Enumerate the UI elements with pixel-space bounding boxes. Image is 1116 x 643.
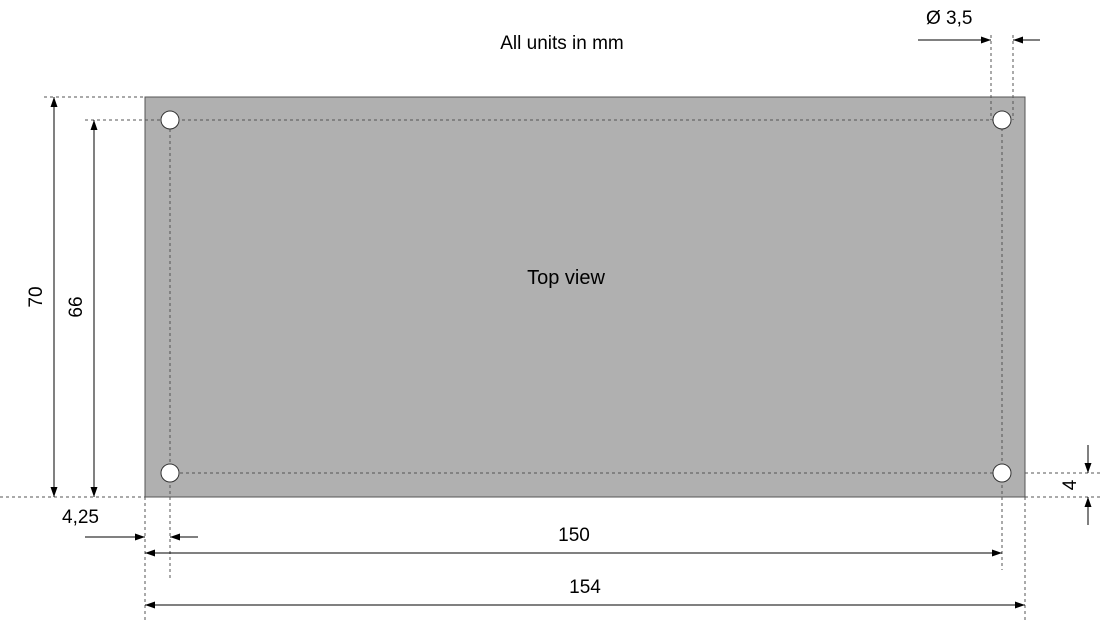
hole-top-left [160,110,180,130]
units-note: All units in mm [500,33,624,54]
board [144,96,1026,498]
dimension-hole-offset-vertical-label: 4 [1060,479,1081,490]
hole-top-right [992,110,1012,130]
hole-bottom-left [160,463,180,483]
dimension-hole-spacing-vertical-label: 66 [66,296,87,317]
hole-centerlines [169,119,1003,474]
dimension-board-width-label: 154 [569,577,601,598]
extension-lines [0,35,1100,620]
dimension-hole-offset-horizontal-label: 4,25 [62,507,99,528]
board-label: Top view [527,267,605,289]
dimension-hole-spacing-horizontal-label: 150 [558,525,590,546]
hole-bottom-right [992,463,1012,483]
mounting-holes [160,110,1012,483]
dimension-hole-diameter-label: Ø 3,5 [926,8,972,29]
dimension-board-height-label: 70 [26,286,47,307]
